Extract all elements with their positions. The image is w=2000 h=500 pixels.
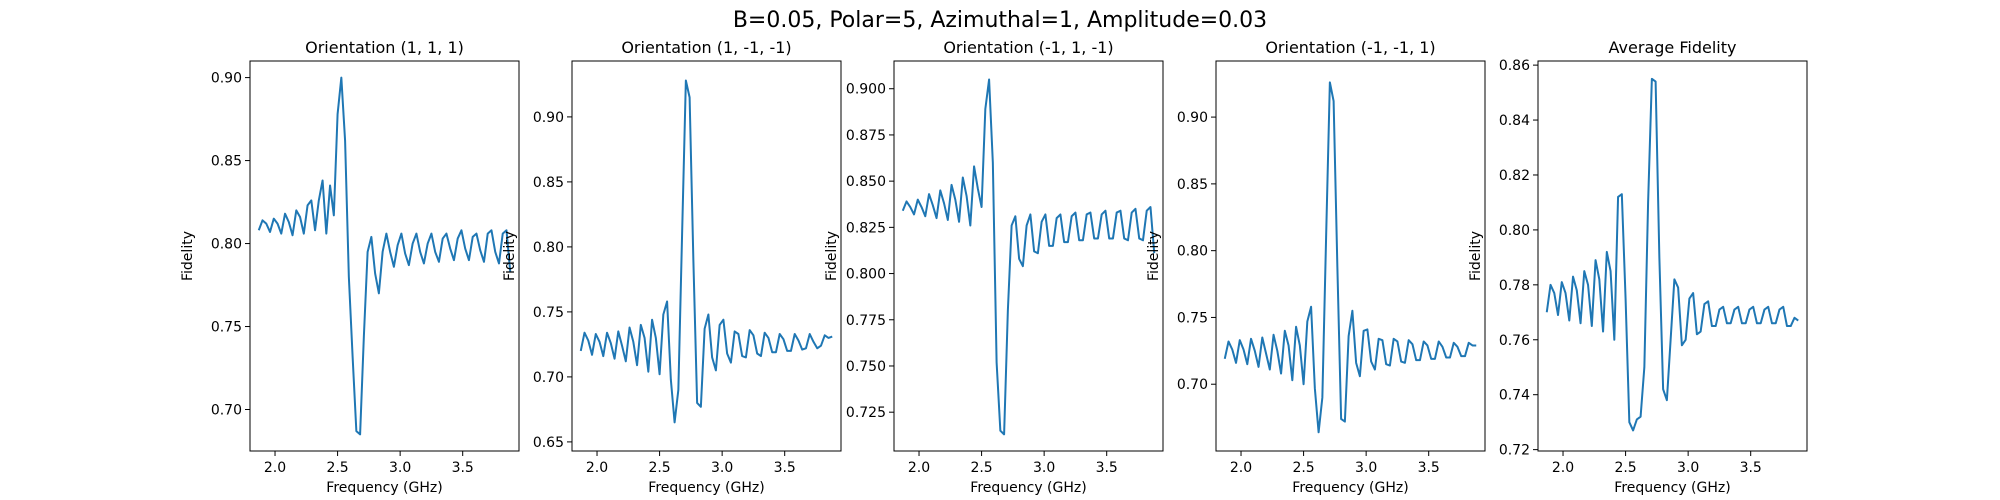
subplot-4: 2.0 2.5 3.0 3.5 0.70 0.75 0.80 0.85 0.90 Orientat…	[1146, 38, 1486, 496]
axes-frame	[571, 60, 842, 452]
series-line	[579, 79, 833, 424]
y-tick-label: 0.775	[846, 313, 886, 329]
x-tick-label: 3.5	[452, 460, 474, 476]
y-tick-label: 0.75	[211, 320, 242, 336]
y-tick-label: 0.750	[846, 359, 886, 375]
x-axis-label: Frequency (GHz)	[1614, 480, 1730, 496]
y-tick-label: 0.70	[533, 370, 564, 386]
axes-frame	[249, 60, 520, 452]
x-tick-label: 2.0	[264, 460, 286, 476]
y-tick-label: 0.75	[533, 305, 564, 321]
subplot-title: Average Fidelity	[1609, 38, 1737, 57]
y-tick-label: 0.80	[1177, 244, 1208, 260]
x-tick-label: 2.5	[970, 460, 992, 476]
y-tick-label: 0.85	[533, 175, 564, 191]
y-tick-label: 0.65	[533, 435, 564, 451]
series-line	[901, 78, 1156, 436]
subplot-title: Orientation (-1, -1, 1)	[1265, 38, 1435, 57]
y-tick-label: 0.85	[211, 154, 242, 170]
y-tick-label: 0.74	[1499, 388, 1530, 404]
y-tick-label: 0.825	[846, 220, 886, 236]
y-axis-label: Fidelity	[1468, 231, 1484, 281]
y-tick-label: 0.800	[846, 267, 886, 283]
x-tick-label: 3.0	[711, 460, 733, 476]
series-line	[1545, 77, 1799, 432]
x-tick-label: 2.5	[326, 460, 348, 476]
x-tick-label: 2.5	[648, 460, 670, 476]
subplot-title: Orientation (-1, 1, -1)	[943, 38, 1113, 57]
figure-suptitle: B=0.05, Polar=5, Azimuthal=1, Amplitude=…	[733, 8, 1267, 33]
x-axis-label: Frequency (GHz)	[648, 480, 764, 496]
y-tick-label: 0.72	[1499, 443, 1530, 459]
x-tick-label: 2.5	[1614, 460, 1636, 476]
y-tick-label: 0.80	[533, 240, 564, 256]
series-line	[1223, 81, 1477, 434]
x-axis-label: Frequency (GHz)	[1292, 480, 1408, 496]
x-tick-label: 3.5	[1096, 460, 1118, 476]
x-tick-label: 3.5	[1418, 460, 1440, 476]
subplot-1: 2.0 2.5 3.0 3.5 0.70 0.75 0.80 0.85 0.90 Orientat…	[180, 38, 520, 496]
axes-frame	[893, 60, 1164, 452]
y-axis-label: Fidelity	[824, 231, 840, 281]
y-tick-label: 0.82	[1499, 168, 1530, 184]
x-tick-label: 3.0	[1033, 460, 1055, 476]
y-tick-label: 0.900	[846, 82, 886, 98]
subplots-row: 2.0 2.5 3.0 3.5 0.70 0.75 0.80 0.85 0.90 Orientat…	[180, 38, 1808, 496]
x-tick-label: 3.0	[389, 460, 411, 476]
y-tick-label: 0.90	[211, 71, 242, 87]
subplot-2: 2.0 2.5 3.0 3.5 0.65 0.70 0.75 0.80 0.85 0.90 Orie…	[502, 38, 842, 496]
y-tick-label: 0.85	[1177, 177, 1208, 193]
y-tick-label: 0.84	[1499, 113, 1530, 129]
y-tick-label: 0.725	[846, 405, 886, 421]
y-axis-label: Fidelity	[180, 231, 196, 281]
y-tick-label: 0.86	[1499, 58, 1530, 74]
x-tick-label: 3.0	[1355, 460, 1377, 476]
x-axis-label: Frequency (GHz)	[970, 480, 1086, 496]
subplot-title: Orientation (1, 1, 1)	[305, 38, 464, 57]
y-tick-label: 0.80	[1499, 223, 1530, 239]
y-tick-label: 0.850	[846, 174, 886, 190]
x-tick-label: 2.0	[1230, 460, 1252, 476]
y-tick-label: 0.70	[211, 403, 242, 419]
subplot-title: Orientation (1, -1, -1)	[621, 38, 791, 57]
y-tick-label: 0.90	[533, 110, 564, 126]
x-tick-label: 2.0	[586, 460, 608, 476]
subplot-5: 2.0 2.5 3.0 3.5 0.72 0.74 0.76 0.78 0.80 0.82 0.84…	[1468, 38, 1808, 496]
y-tick-label: 0.875	[846, 128, 886, 144]
x-tick-label: 2.5	[1292, 460, 1314, 476]
x-axis-label: Frequency (GHz)	[326, 480, 442, 496]
y-tick-label: 0.70	[1177, 377, 1208, 393]
x-tick-label: 2.0	[908, 460, 930, 476]
y-tick-label: 0.75	[1177, 310, 1208, 326]
x-tick-label: 2.0	[1552, 460, 1574, 476]
x-tick-label: 3.5	[774, 460, 796, 476]
y-tick-label: 0.80	[211, 237, 242, 253]
axes-frame	[1537, 60, 1808, 452]
y-tick-label: 0.90	[1177, 110, 1208, 126]
y-tick-label: 0.76	[1499, 333, 1530, 349]
y-tick-label: 0.78	[1499, 278, 1530, 294]
x-tick-label: 3.0	[1677, 460, 1699, 476]
x-tick-label: 3.5	[1740, 460, 1762, 476]
y-axis-label: Fidelity	[1146, 231, 1162, 281]
axes-frame	[1215, 60, 1486, 452]
y-axis-label: Fidelity	[502, 231, 518, 281]
series-line	[257, 76, 512, 436]
subplot-3: 2.0 2.5 3.0 3.5 0.725 0.750 0.775 0.800 0.825 0.8…	[824, 38, 1164, 496]
